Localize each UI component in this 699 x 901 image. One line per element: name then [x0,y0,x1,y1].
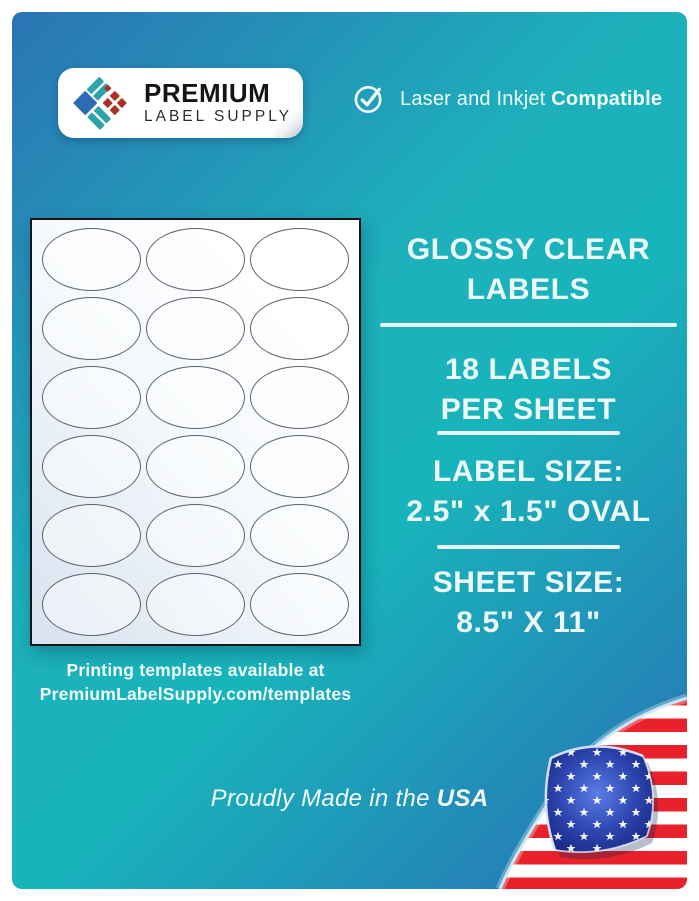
compatibility-note: Laser and Inkjet Compatible [353,82,662,116]
spec-sheet-size: SHEET SIZE: 8.5" X 11" [380,563,677,643]
oval-label [42,435,141,498]
oval-label [250,366,349,429]
spec-line: 8.5" X 11" [456,606,601,639]
oval-label [250,228,349,291]
oval-label [146,297,245,360]
spec-line: GLOSSY CLEAR [406,233,651,266]
brand-diamond-icon [73,77,127,130]
oval-label [250,297,349,360]
template-note-line1: Printing templates available at [66,660,325,680]
spec-line: SHEET SIZE: [432,566,625,599]
oval-label [42,573,141,636]
divider [380,323,677,327]
oval-label [42,504,141,567]
oval-label [146,573,245,636]
brand-subname: LABEL SUPPLY [144,108,293,125]
spec-line: PER SHEET [440,393,617,426]
template-url: PremiumLabelSupply.com/templates [39,683,352,704]
oval-label [146,504,245,567]
compatibility-text-bold: Compatible [551,87,663,110]
spec-line: LABELS [466,273,591,306]
made-in-usa-text: Proudly Made in the USA [12,785,687,813]
check-circle-icon [354,85,382,113]
oval-label [42,366,141,429]
oval-label [146,228,245,291]
compatibility-text-regular: Laser and Inkjet [400,87,546,110]
oval-label-grid [42,228,349,636]
spec-line: 18 LABELS [444,353,613,386]
card-background: PREMIUM LABEL SUPPLY Laser and Inkjet Co… [12,12,687,889]
divider [437,545,620,549]
brand-logo: PREMIUM LABEL SUPPLY [58,68,303,138]
spec-label-size: LABEL SIZE: 2.5" x 1.5" OVAL [380,452,677,532]
compatibility-text: Laser and Inkjet Compatible [400,88,662,111]
footer-text-regular: Proudly Made in the [210,785,430,812]
oval-label [146,435,245,498]
divider [437,431,620,435]
label-sheet-preview [30,218,361,646]
spec-product-name: GLOSSY CLEAR LABELS [380,230,677,310]
oval-label [42,228,141,291]
spec-labels-per-sheet: 18 LABELS PER SHEET [380,350,677,430]
oval-label [250,504,349,567]
oval-label [250,573,349,636]
oval-label [146,366,245,429]
spec-line: LABEL SIZE: [432,455,625,488]
spec-line: 2.5" x 1.5" OVAL [406,495,651,528]
oval-label [42,297,141,360]
footer-text-bold: USA [436,785,489,812]
us-flag-page-curl-icon [495,693,687,889]
template-note: Printing templates available at PremiumL… [22,659,369,706]
brand-name: PREMIUM [144,78,271,108]
oval-label [250,435,349,498]
